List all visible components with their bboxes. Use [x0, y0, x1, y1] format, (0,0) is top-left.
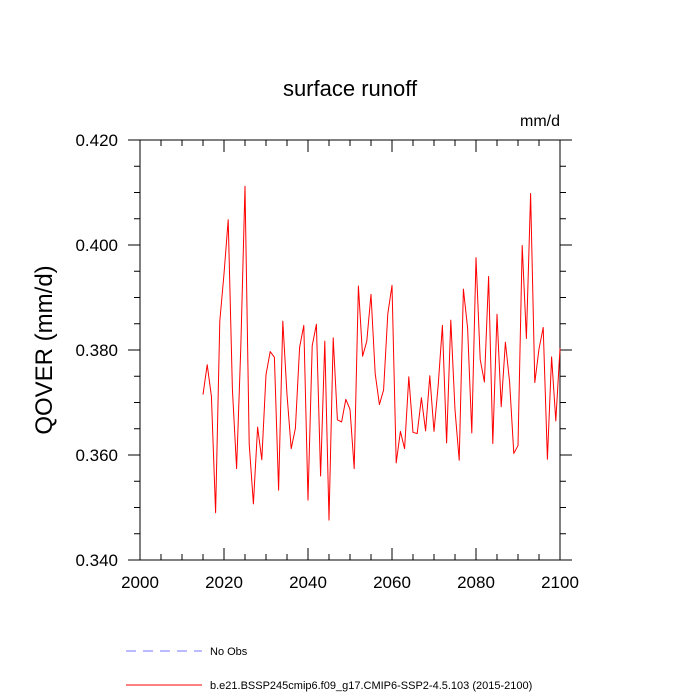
y-tick-label: 0.400 — [75, 236, 118, 255]
x-tick-label: 2000 — [121, 573, 159, 592]
x-tick-label: 2100 — [541, 573, 579, 592]
y-tick-label: 0.380 — [75, 341, 118, 360]
y-tick-labels: 0.340 0.360 0.380 0.400 0.420 — [75, 131, 118, 570]
chart-title: surface runoff — [283, 76, 418, 101]
series-line — [202, 185, 561, 521]
x-tick-label: 2020 — [205, 573, 243, 592]
x-tick-label: 2040 — [289, 573, 327, 592]
legend-label-model: b.e21.BSSP245cmip6.f09_g17.CMIP6-SSP2-4.… — [210, 680, 532, 692]
y-tick-label: 0.340 — [75, 551, 118, 570]
x-tick-label: 2080 — [457, 573, 495, 592]
legend-label-no-obs: No Obs — [210, 646, 248, 658]
legend: No Obs b.e21.BSSP245cmip6.f09_g17.CMIP6-… — [126, 646, 532, 692]
x-tick-label: 2060 — [373, 573, 411, 592]
units-label: mm/d — [520, 113, 560, 130]
major-ticks — [128, 139, 572, 561]
plot-frame — [139, 139, 561, 561]
y-axis-label: QOVER (mm/d) — [31, 265, 58, 434]
minor-ticks — [134, 140, 566, 560]
y-tick-label: 0.360 — [75, 446, 118, 465]
x-tick-labels: 2000 2020 2040 2060 2080 2100 — [121, 573, 579, 592]
y-tick-label: 0.420 — [75, 131, 118, 150]
